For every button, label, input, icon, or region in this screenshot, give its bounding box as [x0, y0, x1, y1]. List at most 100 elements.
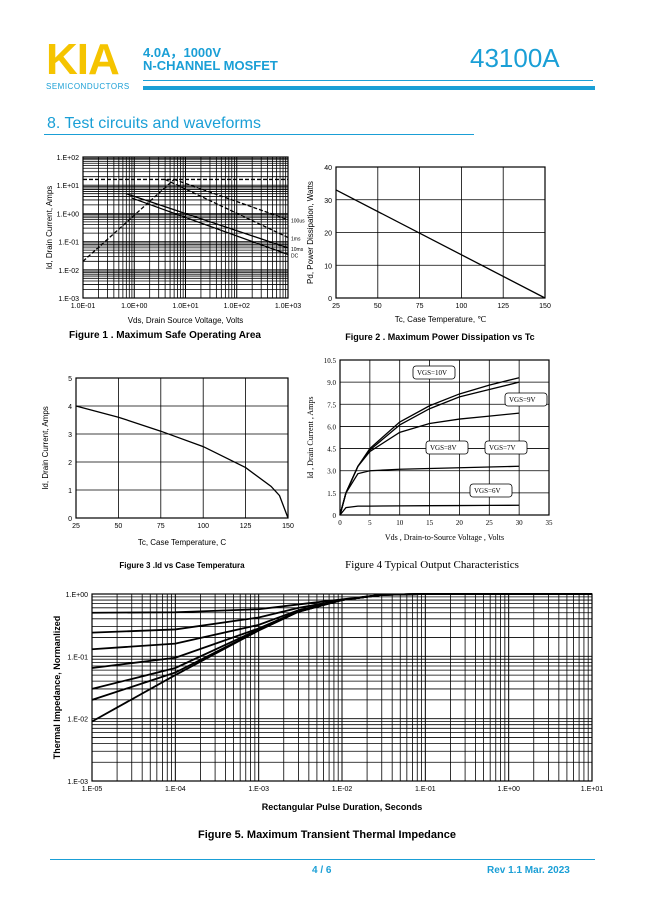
x-tick-label: 1.E-04	[165, 786, 186, 793]
y-axis-label: Thermal Impedance, Normanlized	[52, 616, 62, 760]
y-tick-label: 1.E-03	[58, 296, 79, 303]
x-tick-label: 20	[456, 519, 464, 527]
plot-frame	[82, 156, 289, 299]
x-tick-label: 150	[282, 523, 294, 530]
y-tick-label: 1.E-02	[58, 268, 79, 275]
series-line	[75, 405, 289, 519]
series-line	[339, 465, 520, 516]
y-tick-label: 10	[324, 263, 332, 270]
figure-caption: Figure 2 . Maximum Power Dissipation vs …	[345, 332, 534, 342]
y-tick-label: 1.E+00	[57, 211, 79, 218]
series-callout	[484, 440, 528, 455]
x-tick-label: 125	[497, 303, 509, 310]
x-tick-label: 50	[115, 523, 123, 530]
x-tick-label: 25	[332, 303, 340, 310]
plot-frame	[75, 377, 289, 519]
series-line	[335, 189, 546, 299]
x-tick-label: 1.0E+03	[275, 303, 301, 310]
x-tick-label: 75	[157, 523, 165, 530]
series-label: 100us	[291, 219, 305, 225]
y-tick-label: 40	[324, 165, 332, 172]
footer-divider	[50, 859, 595, 860]
y-tick-label: 9.0	[327, 379, 336, 387]
series-line	[339, 412, 520, 516]
y-axis-label: Id, Drain Current, Amps	[41, 406, 50, 490]
y-tick-label: 1.E-01	[58, 240, 79, 247]
x-tick-label: 100	[456, 303, 468, 310]
y-tick-label: 7.5	[327, 401, 336, 409]
x-tick-label: 1.E-03	[248, 786, 269, 793]
kia-logo: KIA	[46, 35, 120, 84]
y-tick-label: 30	[324, 198, 332, 205]
series-line	[164, 178, 289, 239]
series-label: DC	[291, 253, 299, 259]
y-tick-label: 1.E-03	[67, 779, 88, 786]
x-tick-label: 1.E+01	[581, 786, 603, 793]
x-tick-label: 15	[426, 519, 434, 527]
x-tick-label: 100	[197, 523, 209, 530]
x-tick-label: 1.E-05	[82, 786, 103, 793]
plot-frame	[91, 593, 593, 782]
y-tick-label: 0	[328, 296, 332, 303]
x-axis-label: Vds, Drain Source Voltage, Volts	[128, 316, 244, 325]
x-tick-label: 1.E-02	[332, 786, 353, 793]
y-tick-label: 1.E-01	[67, 654, 88, 661]
figure-caption: Figure 5. Maximum Transient Thermal Impe…	[198, 829, 456, 841]
plot-frame	[339, 359, 550, 516]
x-tick-label: 125	[240, 523, 252, 530]
header-divider-thin	[143, 80, 593, 81]
x-axis-label: Rectangular Pulse Duration, Seconds	[262, 802, 423, 812]
x-axis-label: Tc, Case Temperature, C	[138, 538, 227, 547]
y-tick-label: 10.5	[324, 357, 337, 365]
y-tick-label: 1.E+02	[57, 155, 79, 162]
x-tick-label: 50	[374, 303, 382, 310]
x-axis-label: Tc, Case Temperature, ℃	[395, 315, 487, 324]
x-tick-label: 1.0E+01	[172, 303, 198, 310]
series-line	[82, 178, 175, 262]
y-tick-label: 2	[68, 460, 72, 467]
x-tick-label: 1.E+00	[497, 786, 519, 793]
series-callout	[412, 365, 456, 380]
series-callout	[425, 440, 469, 455]
series-line	[131, 197, 289, 256]
section-divider	[44, 134, 474, 135]
figure-caption: Figure 1 . Maximum Safe Operating Area	[69, 330, 261, 341]
x-axis-label: Vds , Drain-to-Source Voltage , Volts	[385, 533, 504, 542]
y-axis-label: Id , Drain Current , Amps	[306, 397, 315, 479]
x-tick-label: 150	[539, 303, 551, 310]
spec-type: N-CHANNEL MOSFET	[143, 58, 278, 73]
x-tick-label: 1.0E-01	[71, 303, 96, 310]
series-label: VGS=7V	[489, 444, 516, 452]
series-callout	[504, 392, 548, 407]
series-line	[126, 193, 289, 249]
header-divider-thick	[143, 86, 595, 90]
section-title: 8. Test circuits and waveforms	[47, 115, 262, 132]
x-tick-label: 1.0E+02	[224, 303, 250, 310]
y-tick-label: 3.0	[327, 468, 336, 476]
x-tick-label: 25	[72, 523, 80, 530]
figure-caption: Figure 3 .Id vs Case Temperatura	[119, 561, 245, 570]
x-tick-label: 10	[396, 519, 404, 527]
y-tick-label: 3	[68, 432, 72, 439]
y-axis-label: Id, Drain Current, Amps	[45, 186, 54, 270]
series-label: VGS=8V	[430, 444, 457, 452]
x-tick-label: 1.E-01	[415, 786, 436, 793]
y-tick-label: 1.E-02	[67, 717, 88, 724]
x-tick-label: 75	[416, 303, 424, 310]
series-label: VGS=10V	[417, 369, 447, 377]
y-tick-label: 4	[68, 404, 72, 411]
series-label: VGS=9V	[509, 396, 536, 404]
series-line	[339, 504, 520, 516]
y-tick-label: 5	[68, 376, 72, 383]
y-tick-label: 0	[333, 512, 337, 520]
series-line	[91, 593, 592, 723]
y-tick-label: 6.0	[327, 423, 336, 431]
series-line	[173, 178, 289, 221]
y-tick-label: 0	[68, 516, 72, 523]
x-tick-label: 5	[368, 519, 372, 527]
logo-subtitle: SEMICONDUCTORS	[46, 82, 130, 91]
y-tick-label: 1.5	[327, 490, 336, 498]
series-label: 1ms	[291, 236, 301, 242]
